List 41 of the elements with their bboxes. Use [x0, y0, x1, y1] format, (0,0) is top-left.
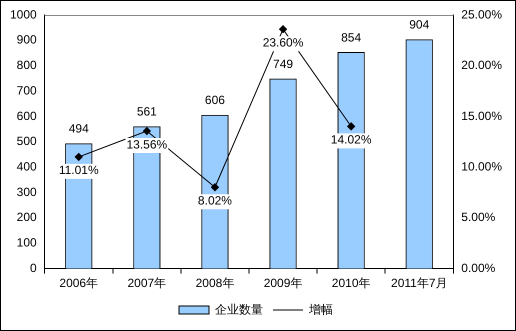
x-tick-label: 2011年7月	[391, 276, 448, 290]
y2-tick-label: 5.00%	[461, 210, 496, 224]
x-tick-label: 2006年	[59, 276, 98, 290]
data-label: 561	[136, 104, 158, 119]
legend-label: 增幅	[308, 302, 333, 316]
y-tick-label: 100	[16, 236, 38, 250]
x-tick-label: 2008年	[196, 276, 234, 290]
point	[210, 183, 219, 192]
point	[347, 122, 356, 130]
y-tick-label: 0	[30, 260, 38, 275]
data-label: 749	[273, 56, 294, 71]
legend-label: 企业数量	[215, 302, 263, 316]
data-label: 23.60%	[262, 36, 304, 50]
y-tick-label: 600	[16, 108, 38, 123]
data-label: 494	[68, 122, 90, 136]
y-tick-label: 400	[16, 159, 38, 174]
y-tick-label: 800	[16, 58, 38, 72]
data-label: 854	[341, 30, 362, 44]
y-tick-label: 300	[16, 184, 38, 199]
data-label: 13.56%	[126, 137, 168, 152]
data-label: 8.02%	[198, 194, 232, 208]
data-label: 14.02%	[330, 132, 372, 147]
y-tick-label: 1000	[10, 7, 38, 22]
x-tick-label: 2007年	[127, 276, 166, 290]
y-tick-label: 900	[16, 32, 38, 47]
y2-tick-label: 20.00%	[461, 58, 502, 72]
y-tick-label: 200	[16, 210, 38, 224]
point	[279, 25, 288, 34]
y2-tick-label: 25.00%	[461, 7, 502, 22]
data-label: 11.01%	[58, 163, 99, 178]
x-tick-label: 2009年	[264, 276, 302, 290]
point	[74, 152, 83, 161]
y2-tick-label: 10.00%	[461, 159, 502, 174]
y-tick-label: 700	[16, 83, 38, 98]
data-label: 606	[204, 93, 226, 108]
data-label: 904	[409, 18, 430, 32]
y-tick-label: 500	[16, 134, 38, 148]
y2-tick-label: 15.00%	[461, 108, 502, 123]
y2-tick-label: 0.00%	[461, 260, 496, 275]
point	[142, 127, 151, 136]
x-tick-label: 2010年	[332, 276, 370, 290]
